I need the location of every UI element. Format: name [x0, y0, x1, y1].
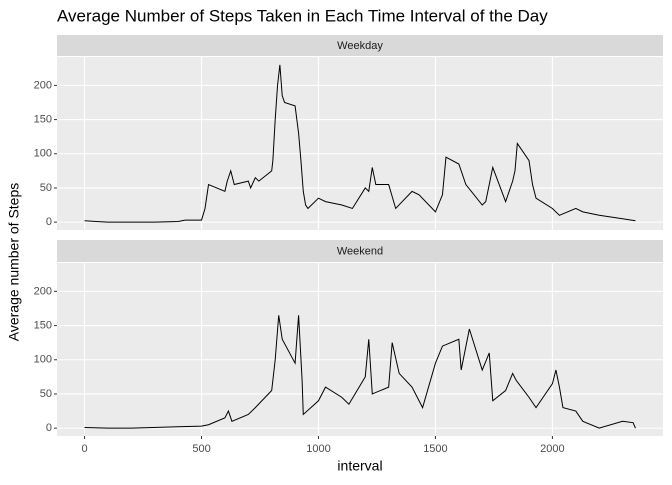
strip — [57, 240, 663, 262]
x-tick-label: 0 — [81, 443, 87, 455]
y-tick-label: 200 — [34, 285, 52, 297]
y-tick-label: 100 — [34, 148, 52, 160]
panel — [57, 57, 663, 230]
y-tick-label: 150 — [34, 113, 52, 125]
x-tick-label: 2000 — [540, 443, 564, 455]
x-tick-label: 1000 — [306, 443, 330, 455]
x-tick-label: 500 — [192, 443, 210, 455]
strip — [57, 35, 663, 56]
strip-label: Weekend — [337, 245, 383, 257]
y-tick-label: 200 — [34, 79, 52, 91]
x-axis-label: interval — [337, 458, 382, 474]
chart-title: Average Number of Steps Taken in Each Ti… — [57, 6, 548, 25]
strip-label: Weekday — [337, 40, 383, 52]
y-axis-label: Average number of Steps — [6, 183, 22, 342]
y-tick-label: 0 — [46, 422, 52, 434]
y-tick-label: 150 — [34, 319, 52, 331]
y-tick-label: 50 — [40, 388, 52, 400]
y-tick-label: 100 — [34, 354, 52, 366]
x-tick-label: 1500 — [423, 443, 447, 455]
data-line — [84, 315, 636, 429]
data-line — [84, 64, 636, 223]
y-tick-label: 0 — [46, 216, 52, 228]
y-tick-label: 50 — [40, 182, 52, 194]
